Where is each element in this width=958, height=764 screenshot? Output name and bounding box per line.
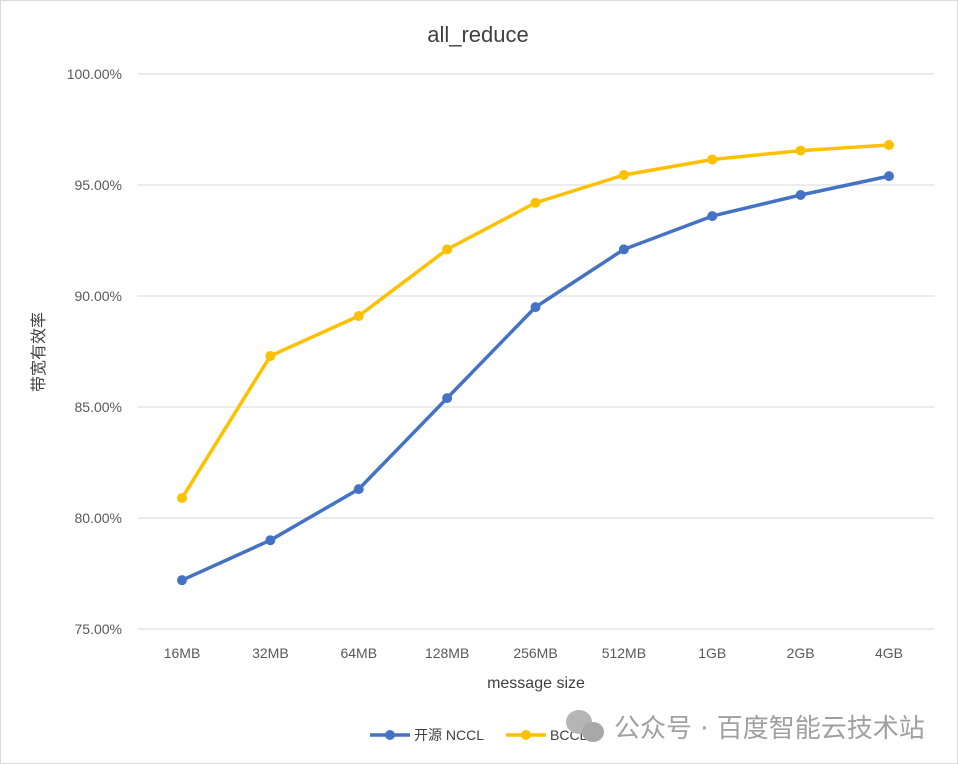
data-point: [177, 575, 187, 586]
watermark: 公众号 · 百度智能云技术站: [566, 708, 925, 745]
x-tick-label: 16MB: [164, 645, 201, 661]
data-point: [442, 244, 453, 255]
data-point: [884, 171, 894, 182]
x-axis-label: message size: [487, 675, 585, 692]
x-tick-label: 64MB: [340, 645, 377, 661]
y-tick-label: 80.00%: [75, 510, 122, 526]
series-line: [181, 174, 890, 582]
data-point: [707, 211, 718, 222]
data-point: [707, 154, 718, 165]
y-tick-label: 95.00%: [75, 177, 122, 193]
y-tick-label: 85.00%: [75, 399, 122, 415]
data-point: [795, 189, 806, 200]
x-tick-label: 2GB: [787, 645, 815, 661]
data-point: [265, 350, 276, 361]
data-point: [442, 393, 453, 404]
y-axis-label: 带宽有效率: [30, 312, 48, 392]
y-tick-label: 100.00%: [67, 66, 122, 82]
watermark-text: 公众号 · 百度智能云技术站: [614, 714, 925, 744]
x-tick-label: 4GB: [875, 645, 903, 661]
wechat-icon: [566, 709, 606, 744]
chart-title: all_reduce: [427, 22, 529, 47]
data-point: [530, 197, 541, 208]
data-point: [353, 484, 364, 495]
x-tick-label: 512MB: [602, 645, 646, 661]
data-point: [795, 145, 806, 156]
data-point: [530, 302, 541, 313]
data-point: [618, 170, 629, 181]
data-point: [265, 535, 276, 546]
data-point: [618, 244, 629, 255]
legend-label: 开源 NCCL: [414, 727, 484, 743]
x-tick-label: 32MB: [252, 645, 289, 661]
x-tick-label: 1GB: [698, 645, 726, 661]
legend-swatch-marker: [385, 730, 395, 740]
legend-swatch-marker: [521, 730, 531, 740]
y-tick-label: 75.00%: [75, 621, 122, 637]
x-tick-label: 128MB: [425, 645, 469, 661]
data-point: [177, 493, 187, 504]
x-tick-label: 256MB: [513, 645, 557, 661]
data-point: [884, 140, 894, 151]
data-point: [353, 310, 364, 321]
y-tick-label: 90.00%: [75, 288, 122, 304]
